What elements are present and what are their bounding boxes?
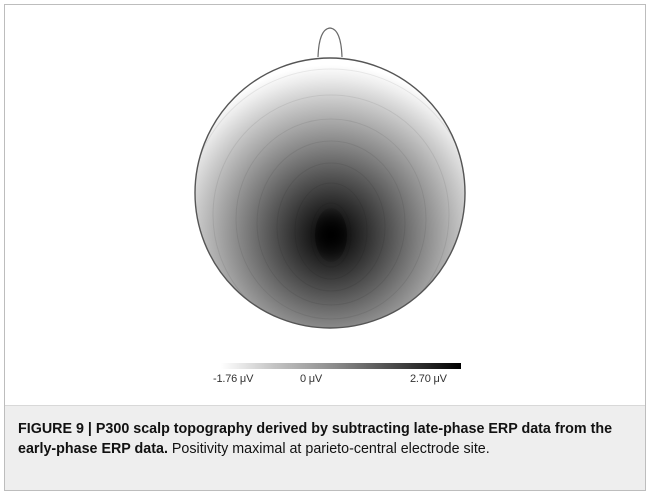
figure-frame: -1.76 μV 0 μV 2.70 μV FIGURE 9 | P300 sc… xyxy=(4,4,646,491)
colorbar-min-label: -1.76 μV xyxy=(213,373,254,385)
figure-caption-block: FIGURE 9 | P300 scalp topography derived… xyxy=(5,405,645,490)
nose-outline xyxy=(317,27,343,58)
caption-body: Positivity maximal at parieto-central el… xyxy=(167,441,490,457)
colorbar-mid-label: 0 μV xyxy=(300,373,323,385)
head-outline xyxy=(194,57,466,329)
figure-panel: -1.76 μV 0 μV 2.70 μV xyxy=(5,5,645,405)
caption-label: FIGURE 9 | xyxy=(18,421,96,437)
figure-caption: FIGURE 9 | P300 scalp topography derived… xyxy=(18,419,633,459)
contour-lines xyxy=(195,58,465,328)
head-fill xyxy=(195,58,465,328)
scalp-topography-map xyxy=(194,27,466,329)
positivity-peak xyxy=(315,208,347,262)
colorbar-gradient xyxy=(221,363,461,369)
caption-title: P300 scalp topography derived by subtrac… xyxy=(18,421,613,457)
colorbar-max-label: 2.70 μV xyxy=(410,373,447,385)
